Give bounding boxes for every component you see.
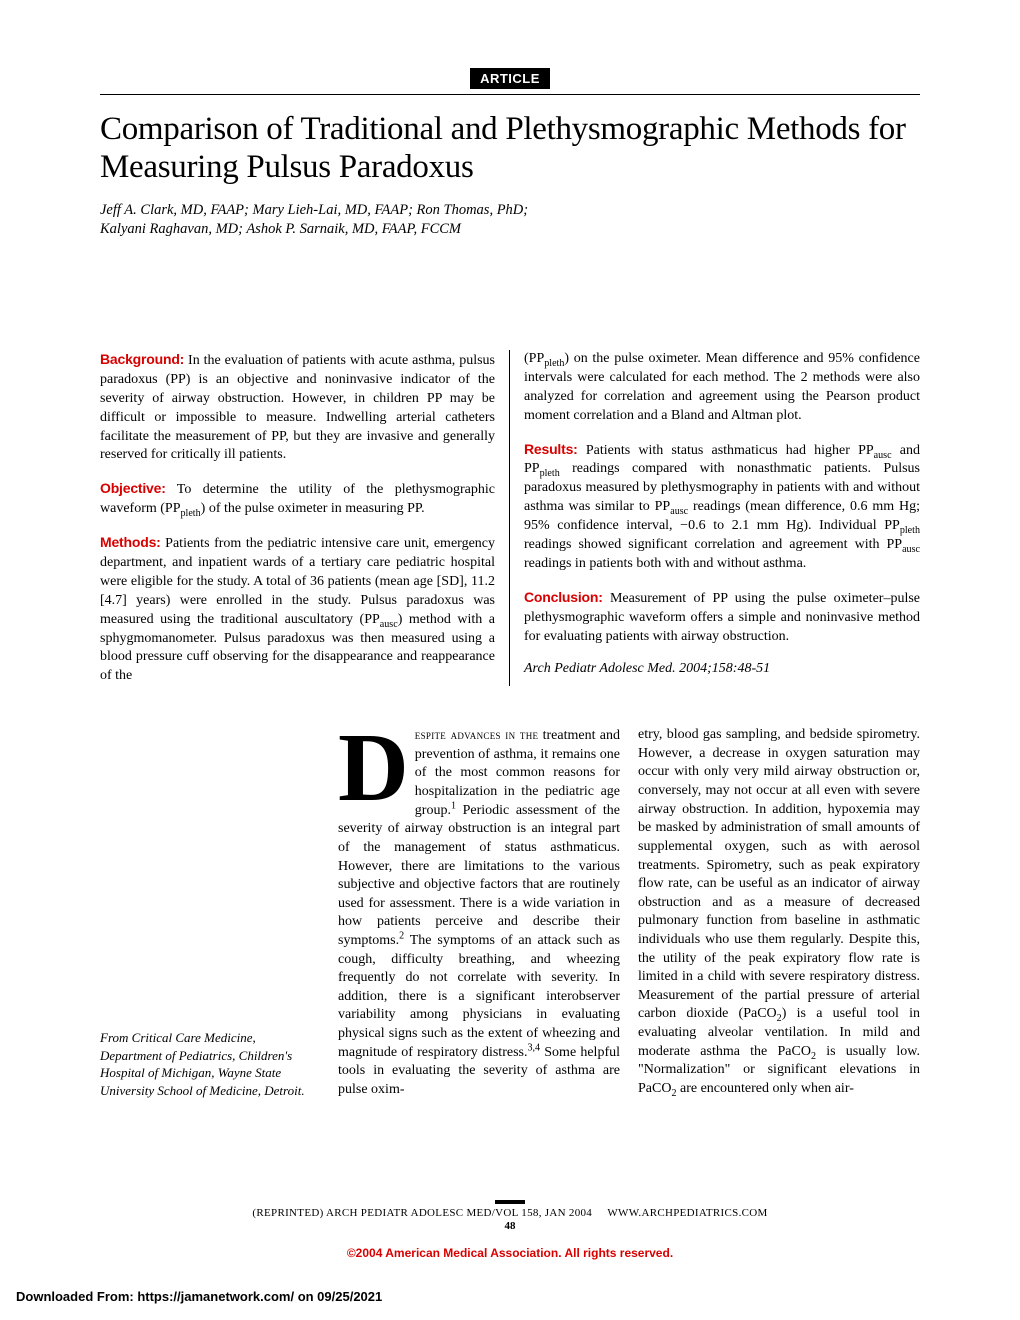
footer-left: (REPRINTED) ARCH PEDIATR ADOLESC MED/VOL… <box>252 1207 592 1219</box>
abstract-left-col: Background: In the evaluation of patient… <box>100 350 510 686</box>
abstract-right-col: (PPpleth) on the pulse oximeter. Mean di… <box>510 350 920 686</box>
smallcaps-lead: espite advances in the <box>415 727 539 742</box>
abstract-citation: Arch Pediatr Adolesc Med. 2004;158:48-51 <box>524 660 920 679</box>
results-e: readings showed significant correlation … <box>524 537 902 552</box>
sub-pleth: pleth <box>181 508 201 519</box>
abstract-conclusion: Conclusion: Measurement of PP using the … <box>524 588 920 647</box>
co2-3: CO <box>652 1081 671 1096</box>
results-f: readings in patients both with and witho… <box>524 556 806 571</box>
body-columns: Despite advances in the treatment and pr… <box>338 726 920 1099</box>
co2-1: CO <box>757 1006 776 1021</box>
co2-2: CO <box>791 1044 810 1059</box>
sub-ausc-3: ausc <box>670 506 688 517</box>
abstract-methods-cont: (PPpleth) on the pulse oximeter. Mean di… <box>524 350 920 426</box>
sub-pleth-3: pleth <box>540 468 560 479</box>
footer-page-number: 48 <box>100 1220 920 1232</box>
article-label-text: ARTICLE <box>470 68 550 89</box>
sub-ausc-4: ausc <box>902 544 920 555</box>
authors-line-2: Kalyani Raghavan, MD; Ashok P. Sarnaik, … <box>100 220 920 240</box>
body-section: From Critical Care Medicine, Department … <box>100 726 920 1099</box>
authors-line-1: Jeff A. Clark, MD, FAAP; Mary Lieh-Lai, … <box>100 201 920 221</box>
copyright: ©2004 American Medical Association. All … <box>100 1246 920 1260</box>
article-label: ARTICLE <box>100 70 920 88</box>
download-notice: Downloaded From: https://jamanetwork.com… <box>16 1289 382 1304</box>
dropcap: D <box>338 726 415 806</box>
col2-a: etry, blood gas sampling, and bedside sp… <box>638 727 920 1021</box>
article-title: Comparison of Traditional and Plethysmog… <box>100 111 920 187</box>
footer-right: WWW.ARCHPEDIATRICS.COM <box>607 1207 767 1219</box>
abstract: Background: In the evaluation of patient… <box>100 350 920 686</box>
sub-pleth-2: pleth <box>544 358 564 369</box>
footer-divider <box>495 1200 525 1204</box>
col1-c: Periodic assessment of the severity of a… <box>338 803 620 948</box>
page: ARTICLE Comparison of Traditional and Pl… <box>0 0 1020 1129</box>
sub-pleth-4: pleth <box>900 525 920 536</box>
abstract-background: Background: In the evaluation of patient… <box>100 350 495 465</box>
body-col-2: etry, blood gas sampling, and bedside sp… <box>638 726 920 1099</box>
conclusion-label: Conclusion: <box>524 589 603 605</box>
abstract-results: Results: Patients with status asthmaticu… <box>524 440 920 574</box>
top-rule <box>100 94 920 95</box>
body-col-1: Despite advances in the treatment and pr… <box>338 726 620 1099</box>
sub-ausc: ausc <box>380 618 398 629</box>
sub-ausc-2: ausc <box>874 449 892 460</box>
abstract-objective: Objective: To determine the utility of t… <box>100 479 495 519</box>
results-a: Patients with status asthmaticus had hig… <box>578 443 874 458</box>
col1-d: The symptoms of an attack such as cough,… <box>338 933 620 1060</box>
col2-d: are encountered only when air- <box>677 1081 854 1096</box>
objective-label: Objective: <box>100 480 166 496</box>
affiliation: From Critical Care Medicine, Department … <box>100 1029 320 1099</box>
methods-label: Methods: <box>100 534 161 550</box>
methods-c-a: (PP <box>524 351 544 366</box>
footer: (REPRINTED) ARCH PEDIATR ADOLESC MED/VOL… <box>100 1200 920 1260</box>
abstract-methods: Methods: Patients from the pediatric int… <box>100 533 495 686</box>
authors: Jeff A. Clark, MD, FAAP; Mary Lieh-Lai, … <box>100 201 920 240</box>
background-text: In the evaluation of patients with acute… <box>100 353 495 462</box>
background-label: Background: <box>100 351 184 367</box>
results-label: Results: <box>524 441 578 457</box>
objective-b: ) of the pulse oximeter in measuring PP. <box>201 501 425 516</box>
footer-line: (REPRINTED) ARCH PEDIATR ADOLESC MED/VOL… <box>100 1207 920 1219</box>
methods-c-b: ) on the pulse oximeter. Mean difference… <box>524 351 920 423</box>
sup-34: 3,4 <box>527 1042 540 1053</box>
